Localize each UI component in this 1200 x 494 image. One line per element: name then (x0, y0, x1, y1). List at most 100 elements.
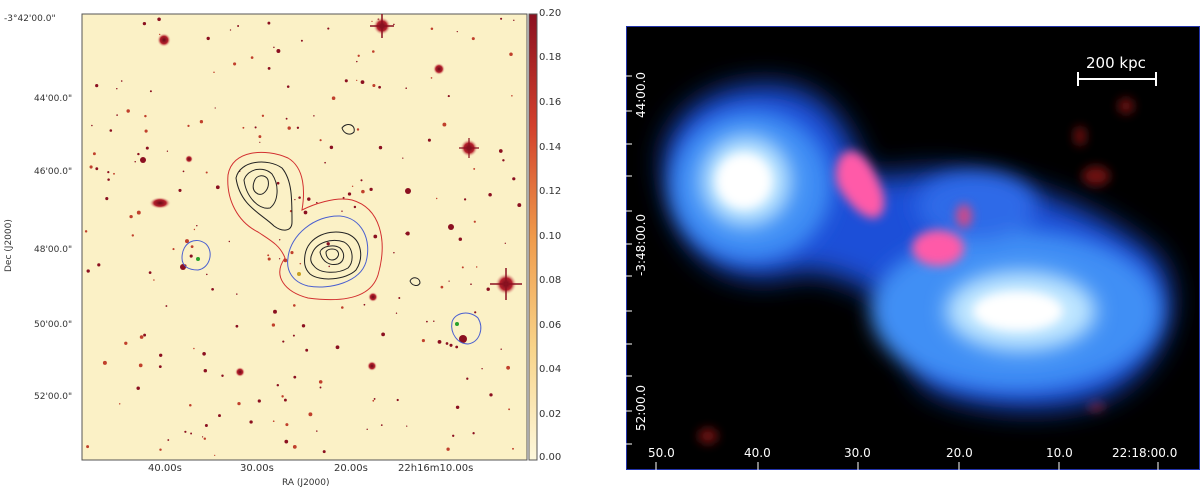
background-star (393, 23, 395, 26)
background-star (351, 185, 354, 188)
background-star (214, 107, 216, 109)
background-star (143, 333, 147, 337)
background-star (159, 353, 163, 357)
background-star (193, 347, 195, 350)
optical-image (81, 13, 538, 461)
background-star (258, 135, 262, 139)
dec-tick: 50'00.0" (34, 320, 73, 330)
ra-tick: 40.0 (744, 446, 771, 460)
background-star (166, 150, 169, 152)
background-star (113, 172, 115, 175)
background-star (120, 80, 123, 82)
background-star (228, 240, 231, 243)
radio-noise (698, 98, 1134, 444)
background-star (474, 311, 477, 314)
background-star (473, 220, 476, 223)
background-star (299, 262, 302, 265)
background-star (426, 320, 428, 323)
background-star (481, 368, 483, 370)
background-star (473, 167, 476, 170)
background-star (440, 285, 444, 289)
background-star (278, 258, 281, 260)
background-star (421, 339, 425, 343)
background-star (470, 283, 472, 286)
colorbar-tick: 0.16 (539, 97, 562, 108)
background-star (131, 234, 134, 237)
background-star (380, 424, 383, 426)
background-star (267, 66, 271, 70)
background-star (213, 71, 215, 73)
background-star (278, 239, 281, 241)
background-star (292, 304, 296, 307)
background-star (282, 340, 285, 343)
background-star (372, 399, 375, 402)
background-star (466, 377, 469, 380)
background-star (303, 210, 308, 215)
background-star (475, 266, 478, 268)
background-star (294, 198, 296, 201)
ra-tick: 10.0 (1046, 446, 1073, 460)
background-star (435, 197, 438, 200)
background-star (285, 117, 288, 120)
colorbar (528, 13, 538, 461)
background-star (157, 17, 161, 22)
colorbar-tick: 0.00 (539, 452, 562, 463)
background-star (236, 293, 238, 295)
dec-tick: 44'00.0" (34, 94, 73, 104)
background-star (326, 242, 330, 246)
black-contours (235, 124, 421, 286)
background-star (86, 269, 90, 273)
background-star (144, 129, 148, 133)
ra-tick: 50.0 (648, 446, 675, 460)
background-star (285, 423, 289, 427)
ra-tick: 22h16m10.00s (398, 463, 474, 474)
background-star (402, 157, 404, 159)
background-star (283, 398, 287, 402)
background-star (182, 170, 185, 173)
background-star (205, 171, 208, 174)
background-star (193, 228, 196, 231)
background-star (178, 188, 182, 192)
background-star (218, 414, 221, 418)
background-star (273, 309, 277, 314)
bright-stars (140, 14, 522, 377)
background-star (506, 365, 510, 370)
colorbar-tick: 0.06 (539, 320, 562, 331)
background-star (517, 203, 522, 208)
background-star (406, 425, 408, 427)
scale-bar-label: 200 kpc (1086, 54, 1146, 72)
background-star (331, 96, 336, 100)
background-star (292, 334, 295, 337)
background-star (357, 54, 360, 57)
background-star (356, 128, 360, 131)
background-star (456, 30, 458, 33)
background-star (184, 430, 187, 433)
background-star (373, 397, 376, 400)
background-star (267, 257, 271, 261)
colorbar-tick: 0.18 (539, 52, 562, 63)
background-star (134, 160, 136, 163)
background-star (293, 375, 297, 379)
background-star (229, 29, 232, 31)
colorbar-tick: 0.10 (539, 231, 562, 242)
ra-tick: 20.0 (946, 446, 973, 460)
background-star (313, 115, 315, 117)
background-star (335, 345, 340, 350)
background-star (196, 224, 198, 227)
background-star (395, 312, 398, 314)
ra-tick: 22:18:00.0 (1112, 446, 1178, 460)
y-axis-title: Dec (J2000) (4, 219, 14, 272)
background-star (124, 341, 128, 345)
dec-tick: 44:00.0 (634, 71, 648, 118)
ra-tick: 20.00s (334, 463, 368, 474)
colorbar-tick: 0.08 (539, 275, 562, 286)
star-field (84, 17, 522, 457)
ra-tick: 30.0 (844, 446, 871, 460)
scale-bar (1077, 72, 1157, 86)
background-star (92, 152, 96, 156)
background-star (107, 178, 110, 181)
background-star (511, 95, 513, 97)
background-star (144, 114, 147, 118)
background-star (290, 251, 294, 255)
background-star (512, 177, 516, 181)
